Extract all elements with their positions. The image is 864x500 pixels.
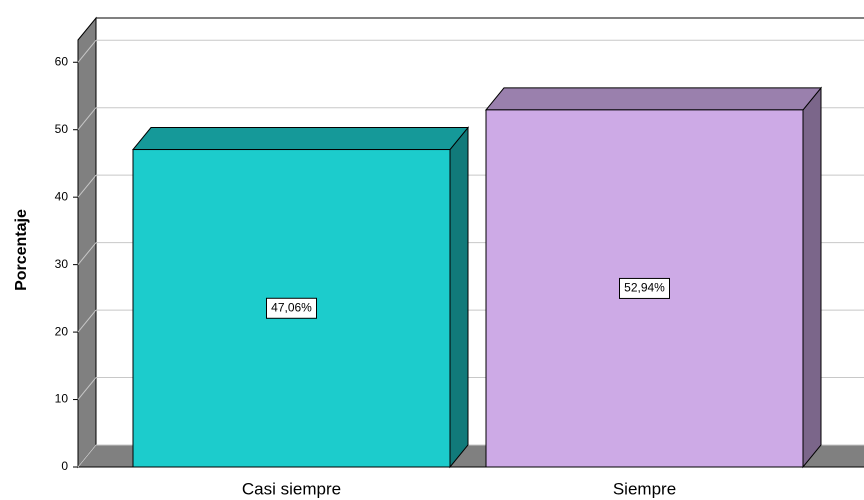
bar-top [484,87,823,111]
y-tick-label: 0 [61,459,68,473]
value-label-box [619,277,670,299]
bar-side [802,86,822,469]
y-tick-label: 40 [55,189,69,203]
grid-line-wall [77,39,97,63]
bar-side [449,126,469,469]
value-label-box [266,297,317,319]
grid-line-wall [77,377,97,400]
y-tick-label: 20 [55,324,69,338]
y-tick-label: 10 [55,392,69,406]
y-tick-label: 60 [55,54,69,68]
x-tick-label: Casi siempre [242,479,341,498]
grid-line-wall [77,107,97,131]
left-wall [77,16,97,469]
value-label: 47,06% [271,300,312,314]
grid-line-wall [77,242,97,265]
bar-top [131,127,470,151]
value-label: 52,94% [624,281,665,295]
y-tick-label: 30 [55,257,69,271]
x-tick-label: Siempre [613,479,676,498]
grid-line-wall [77,174,97,198]
y-tick-label: 50 [55,122,69,136]
grid-line-wall [77,309,97,333]
grid-line-wall [77,444,97,468]
y-axis-title: Porcentaje [13,209,30,291]
